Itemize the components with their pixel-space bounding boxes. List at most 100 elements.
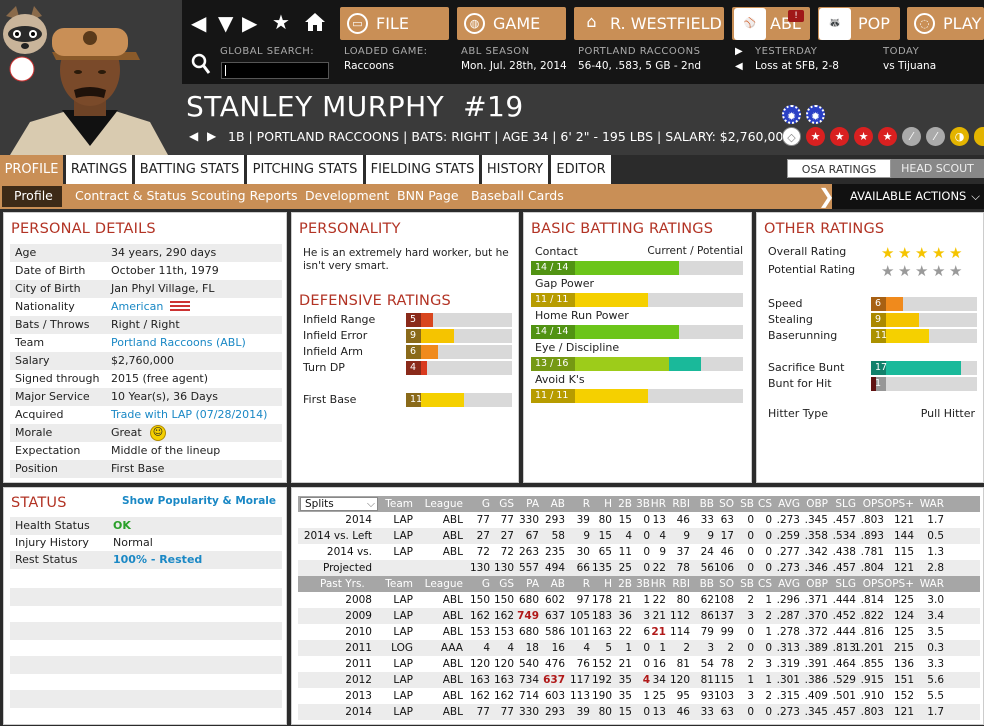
stat-cell: .278 <box>776 626 800 638</box>
stat-cell: 1 <box>625 642 632 654</box>
stat-column-header: RBI <box>672 578 690 590</box>
global-search-input[interactable] <box>221 62 329 79</box>
stat-cell: 130 <box>493 562 514 574</box>
subtab-bnn-page[interactable]: BNN Page <box>397 188 459 203</box>
stat-cell: .814 <box>860 594 884 606</box>
bar-value-box <box>406 345 421 359</box>
personality-text: He is an extremely hard worker, but he i… <box>303 247 509 272</box>
stat-cell: 0 <box>747 642 754 654</box>
stat-cell: .301 <box>776 674 800 686</box>
subtab-contract-status[interactable]: Contract & Status <box>75 188 187 203</box>
stat-column-header: WAR <box>919 498 944 510</box>
search-label: GLOBAL SEARCH: <box>220 46 315 57</box>
stat-cell: 27 <box>500 530 514 542</box>
tab-editor[interactable]: EDITOR <box>551 155 611 184</box>
tab-pitching-stats[interactable]: PITCHING STATS <box>247 155 363 184</box>
stat-column-header: OPS+ <box>883 498 914 510</box>
stat-cell: 162 <box>469 690 490 702</box>
stat-cell: 101 <box>569 626 590 638</box>
chevron-down-icon: ⌵ <box>367 498 375 510</box>
stat-cell: 540 <box>518 658 539 670</box>
stat-cell: 15 <box>618 514 632 526</box>
stat-cell: 1 <box>765 594 772 606</box>
file-button[interactable]: ▭ FILE <box>340 7 449 40</box>
subtab-development[interactable]: Development <box>305 188 390 203</box>
yesterday-arrow-icon[interactable]: ▶ <box>735 46 743 57</box>
stat-cell: .345 <box>804 514 828 526</box>
tab-ratings[interactable]: RATINGS <box>66 155 132 184</box>
sub-tabs: Profile Contract & Status Scouting Repor… <box>0 184 984 209</box>
stat-column-header: OPS <box>862 498 884 510</box>
detail-value[interactable]: Portland Raccoons (ABL) <box>111 336 246 349</box>
other-rating-bar: 11 <box>871 329 977 343</box>
dropdown-arrow-icon[interactable]: ▼ <box>218 11 234 35</box>
show-popularity-link[interactable]: Show Popularity & Morale <box>122 495 276 507</box>
yesterday-result[interactable]: Loss at SFB, 2-8 <box>755 60 839 72</box>
past-years-label: Past Yrs. <box>320 578 365 590</box>
stat-cell: 680 <box>518 594 539 606</box>
stat-column-header: H <box>604 498 612 510</box>
rating-star-icon: ★ <box>881 244 895 262</box>
stat-column-header: R <box>582 578 590 590</box>
play-button[interactable]: ◌ PLAY <box>907 7 984 40</box>
stat-cell: 120 <box>669 674 690 686</box>
stat-column-header: G <box>481 498 490 510</box>
personal-details-title: PERSONAL DETAILS <box>11 221 156 237</box>
tab-fielding-stats[interactable]: FIELDING STATS <box>366 155 479 184</box>
house-icon: ⌂ <box>586 12 597 31</box>
stat-column-header: AB <box>550 498 565 510</box>
today-game[interactable]: vs Tijuana <box>883 60 937 72</box>
back-arrow-icon[interactable]: ◀ <box>191 11 207 35</box>
available-actions-button[interactable]: AVAILABLE ACTIONS ⌵ <box>832 184 984 209</box>
home-icon[interactable] <box>304 12 326 32</box>
tab-history[interactable]: HISTORY <box>482 155 548 184</box>
osa-ratings-toggle[interactable]: OSA RATINGS <box>787 159 891 178</box>
stat-cell: 106 <box>713 562 734 574</box>
stat-column-header: OBP <box>806 578 828 590</box>
bar-value: 4 <box>410 362 417 373</box>
subtab-baseball-cards[interactable]: Baseball Cards <box>471 188 564 203</box>
stat-cell: 235 <box>544 546 565 558</box>
stat-column-header: Team <box>385 578 413 590</box>
stat-cell: 30 <box>576 546 590 558</box>
detail-value[interactable]: American <box>111 300 164 313</box>
game-button[interactable]: ◍ GAME <box>457 7 566 40</box>
stat-cell: .501 <box>832 690 856 702</box>
bar-value: 11 <box>875 330 888 341</box>
detail-value: 10 Year(s), 36 Days <box>111 390 219 403</box>
yesterday-back-icon[interactable]: ◀ <box>735 61 743 72</box>
team-manager-button[interactable]: ⌂ R. WESTFIELD <box>574 7 724 40</box>
forward-arrow-icon[interactable]: ▶ <box>242 11 258 35</box>
baseball-badge-icon: ◇ <box>782 127 801 146</box>
stat-cell: 81 <box>676 658 690 670</box>
rating-star-icon: ★ <box>898 262 912 280</box>
stat-cell: .342 <box>804 546 828 558</box>
head-scout-toggle[interactable]: HEAD SCOUT <box>891 159 984 178</box>
subtab-scouting-reports[interactable]: Scouting Reports <box>191 188 298 203</box>
stat-cell: 0 <box>747 562 754 574</box>
tab-profile[interactable]: PROFILE <box>0 155 63 184</box>
detail-value: Jan Phyl Village, FL <box>111 282 215 295</box>
prev-player-icon[interactable]: ◀ <box>189 129 199 143</box>
detail-key: Salary <box>15 354 50 367</box>
detail-value[interactable]: Trade with LAP (07/28/2014) <box>111 408 268 421</box>
stat-cell: 0 <box>643 562 650 574</box>
stat-cell: .457 <box>832 514 856 526</box>
stat-column-header: CS <box>758 498 772 510</box>
status-empty-row <box>10 605 282 623</box>
next-player-icon[interactable]: ▶ <box>207 129 217 143</box>
file-icon: ▭ <box>347 13 368 34</box>
stat-cell: 2014 <box>345 706 372 718</box>
splits-select[interactable]: Splits ⌵ <box>300 497 378 511</box>
subtab-profile[interactable]: Profile <box>14 188 53 203</box>
status-empty-row <box>10 622 282 640</box>
stat-cell: 22 <box>652 562 666 574</box>
stat-cell: 39 <box>576 514 590 526</box>
star-icon[interactable]: ★ <box>272 10 290 34</box>
stat-cell: 65 <box>598 546 612 558</box>
stat-cell: 1.7 <box>927 706 944 718</box>
stat-cell: 163 <box>493 674 514 686</box>
search-icon[interactable] <box>191 53 211 75</box>
tab-batting-stats[interactable]: BATTING STATS <box>135 155 244 184</box>
stat-cell: 97 <box>576 594 590 606</box>
